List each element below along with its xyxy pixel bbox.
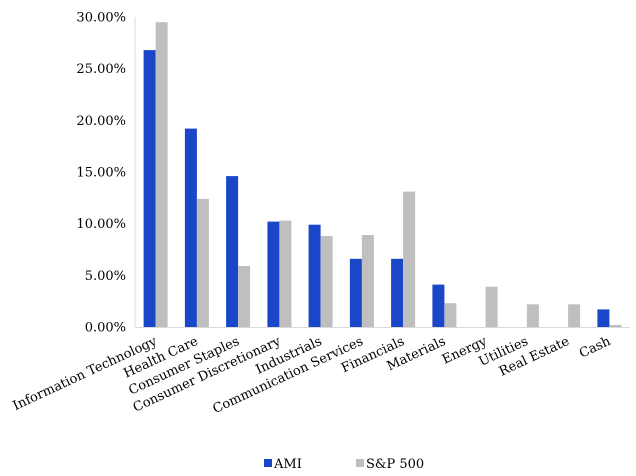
y-tick-label: 30.00%	[76, 11, 126, 26]
legend-swatch-ami	[264, 459, 272, 467]
y-tick-label: 5.00%	[85, 269, 126, 284]
bar-sp500	[320, 236, 333, 327]
bar-ami	[432, 284, 445, 327]
bar-sp500	[444, 303, 457, 327]
bar-ami	[226, 176, 239, 327]
legend-label-ami: AMI	[273, 457, 302, 472]
bar-ami	[597, 309, 610, 327]
bar-sp500	[155, 22, 168, 327]
bar-ami	[391, 258, 404, 327]
bar-sp500	[196, 198, 209, 327]
bar-sp500	[279, 220, 292, 327]
y-tick-label: 0.00%	[85, 321, 126, 336]
y-tick-label: 10.00%	[76, 217, 126, 232]
y-tick-label: 20.00%	[76, 114, 126, 129]
bar-sp500	[526, 304, 539, 327]
y-tick-label: 15.00%	[76, 166, 126, 181]
bar-sp500	[568, 304, 581, 327]
legend: AMI S&P 500	[264, 457, 424, 472]
x-tick-label: Cash	[577, 334, 614, 362]
legend-label-sp500: S&P 500	[366, 457, 424, 472]
bar-ami	[267, 221, 280, 327]
bar-sp500	[609, 324, 622, 327]
bar-sp500	[485, 286, 498, 327]
bar-ami	[184, 128, 197, 327]
y-axis: 0.00% 5.00% 10.00% 15.00% 20.00% 25.00% 30.00%	[76, 11, 136, 336]
bar-ami	[143, 50, 156, 327]
bar-sp500	[403, 191, 416, 327]
bar-ami	[349, 258, 362, 327]
legend-swatch-sp500	[356, 459, 364, 467]
bar-ami	[308, 224, 321, 327]
bar-sp500	[238, 266, 251, 327]
bar-sp500	[361, 235, 374, 327]
bars	[143, 22, 622, 327]
y-tick-label: 25.00%	[76, 62, 126, 77]
